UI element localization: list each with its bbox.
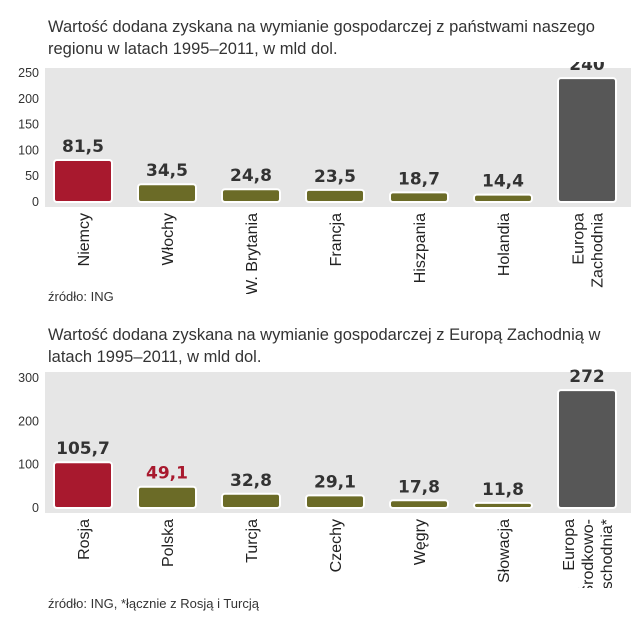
chart2-plot: 0 100 200 300 105,7 Rosja 49,1 Polska 32,8 Turcja… <box>18 367 631 588</box>
y-tick-label: 200 <box>18 414 39 428</box>
bar <box>305 188 365 204</box>
category-label-line: Niemcy <box>76 213 93 266</box>
y-tick-label: 300 <box>18 371 39 385</box>
category-label: Hiszpania <box>412 213 429 283</box>
bar <box>137 485 197 510</box>
category-label-line: Holandia <box>496 213 513 276</box>
value-label: 14,4 <box>482 172 524 192</box>
value-label: 49,1 <box>146 464 188 484</box>
category-label-line: Europa <box>571 213 588 265</box>
category-label-line: Czechy <box>328 519 345 572</box>
bar <box>557 77 617 203</box>
value-label: 32,8 <box>230 471 272 491</box>
category-label-line: Środkowo- <box>578 519 597 588</box>
bar <box>473 501 533 510</box>
category-label: Włochy <box>160 213 177 265</box>
bar <box>557 389 617 510</box>
value-label: 29,1 <box>314 472 356 492</box>
value-label: 240 <box>569 62 605 75</box>
category-label: Turcja <box>244 519 261 563</box>
category-label: Francja <box>328 213 345 266</box>
bar <box>389 499 449 509</box>
category-label-line: Polska <box>160 519 177 567</box>
category-label-line: Węgry <box>412 519 429 565</box>
category-label: Europa Środkowo- -Wschodnia* <box>561 519 616 588</box>
category-label: Czechy <box>328 519 345 572</box>
category-label: Niemcy <box>76 213 93 266</box>
category-label-line: Słowacja <box>496 519 513 583</box>
chart1-plot: 0 50 100 150 200 250 81,5 Niemcy 34,5 Włochy 24,8 W… <box>18 62 631 294</box>
category-label-line: Francja <box>328 213 345 266</box>
value-label: 105,7 <box>56 439 110 459</box>
category-label-line: Włochy <box>160 213 177 265</box>
y-tick-label: 100 <box>18 143 39 157</box>
chart1-source: źródło: ING <box>48 289 114 304</box>
bar <box>305 494 365 509</box>
category-label-line: Europa <box>561 519 578 571</box>
y-tick-label: 50 <box>25 169 39 183</box>
value-label: 272 <box>569 367 605 387</box>
value-label: 11,8 <box>482 480 524 500</box>
y-tick-label: 100 <box>18 458 39 472</box>
y-tick-label: 200 <box>18 92 39 106</box>
value-label: 17,8 <box>398 477 440 497</box>
category-label: Holandia <box>496 213 513 276</box>
bar <box>53 461 113 509</box>
category-label-line: Zachodnia <box>590 213 607 288</box>
category-label-line: Turcja <box>244 519 261 563</box>
y-tick-label: 0 <box>32 195 39 209</box>
category-label: Słowacja <box>496 519 513 583</box>
bar <box>53 158 113 203</box>
chart1-title: Wartość dodana zyskana na wymianie gospo… <box>48 18 595 58</box>
category-label-line: -Wschodnia* <box>599 519 616 588</box>
y-tick-label: 0 <box>32 501 39 515</box>
category-label: Węgry <box>412 519 429 565</box>
category-label: Europa Zachodnia <box>571 213 607 288</box>
category-label-line: Hiszpania <box>412 213 429 283</box>
value-label: 23,5 <box>314 167 356 187</box>
y-tick-label: 150 <box>18 118 39 132</box>
value-label: 81,5 <box>62 137 104 157</box>
value-label: 18,7 <box>398 169 440 189</box>
category-label-line: Rosja <box>76 519 93 560</box>
value-label: 34,5 <box>146 161 188 181</box>
bar <box>473 193 533 203</box>
bar <box>137 183 197 203</box>
chart2-source: źródło: ING, *łącznie z Rosją i Turcją <box>48 596 259 611</box>
y-tick-label: 250 <box>18 66 39 80</box>
category-label: Polska <box>160 519 177 567</box>
category-label: W. Brytania <box>244 213 261 294</box>
bar <box>221 188 281 204</box>
value-label: 24,8 <box>230 166 272 186</box>
bar <box>389 191 449 203</box>
category-label: Rosja <box>76 519 93 560</box>
category-label-line: W. Brytania <box>244 213 261 294</box>
bar <box>221 492 281 509</box>
chart2-title: Wartość dodana zyskana na wymianie gospo… <box>48 326 601 366</box>
